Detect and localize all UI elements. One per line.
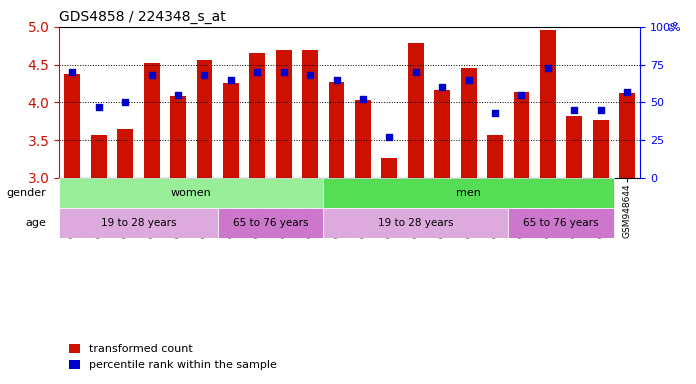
Point <box>357 96 368 103</box>
Bar <box>508 208 614 238</box>
Bar <box>355 100 371 178</box>
Bar <box>59 178 324 208</box>
Point <box>383 134 395 140</box>
Bar <box>276 50 292 178</box>
Bar <box>434 90 450 178</box>
Text: 19 to 28 years: 19 to 28 years <box>378 218 454 228</box>
Bar <box>514 92 530 178</box>
Point <box>489 110 500 116</box>
Bar <box>487 135 503 178</box>
Bar <box>461 68 477 178</box>
Point <box>463 77 474 83</box>
Bar <box>170 96 186 178</box>
Point <box>173 92 184 98</box>
Point <box>146 72 157 78</box>
Bar <box>324 178 614 208</box>
Bar <box>567 116 583 178</box>
Text: women: women <box>171 188 212 198</box>
Point <box>278 69 290 75</box>
Point <box>595 107 606 113</box>
Bar <box>593 121 608 178</box>
Text: 65 to 76 years: 65 to 76 years <box>232 218 308 228</box>
Bar <box>329 82 345 178</box>
Bar <box>408 43 424 178</box>
Bar <box>249 53 265 178</box>
Bar <box>91 135 106 178</box>
Point <box>67 69 78 75</box>
Point <box>436 84 448 90</box>
Bar <box>218 208 324 238</box>
Text: age: age <box>25 218 46 228</box>
Bar <box>619 93 635 178</box>
Bar <box>540 30 556 178</box>
Text: 65 to 76 years: 65 to 76 years <box>523 218 599 228</box>
Text: gender: gender <box>6 188 46 198</box>
Bar <box>143 63 159 178</box>
Point <box>93 104 104 110</box>
Bar <box>59 208 218 238</box>
Bar <box>223 83 239 178</box>
Point <box>569 107 580 113</box>
Text: 19 to 28 years: 19 to 28 years <box>101 218 176 228</box>
Point <box>516 92 527 98</box>
Y-axis label: %: % <box>670 20 679 31</box>
Bar <box>117 129 133 178</box>
Bar <box>381 158 397 178</box>
Point <box>542 65 553 71</box>
Point <box>252 69 263 75</box>
Bar <box>196 60 212 178</box>
Point <box>120 99 131 105</box>
Text: GDS4858 / 224348_s_at: GDS4858 / 224348_s_at <box>59 10 226 25</box>
Point <box>410 69 421 75</box>
Text: men: men <box>456 188 481 198</box>
Point <box>331 77 342 83</box>
Bar <box>324 208 508 238</box>
Point <box>622 89 633 95</box>
Point <box>305 72 316 78</box>
Point <box>199 72 210 78</box>
Bar <box>65 74 80 178</box>
Point <box>226 77 237 83</box>
Bar <box>302 50 318 178</box>
Legend: transformed count, percentile rank within the sample: transformed count, percentile rank withi… <box>65 340 281 375</box>
